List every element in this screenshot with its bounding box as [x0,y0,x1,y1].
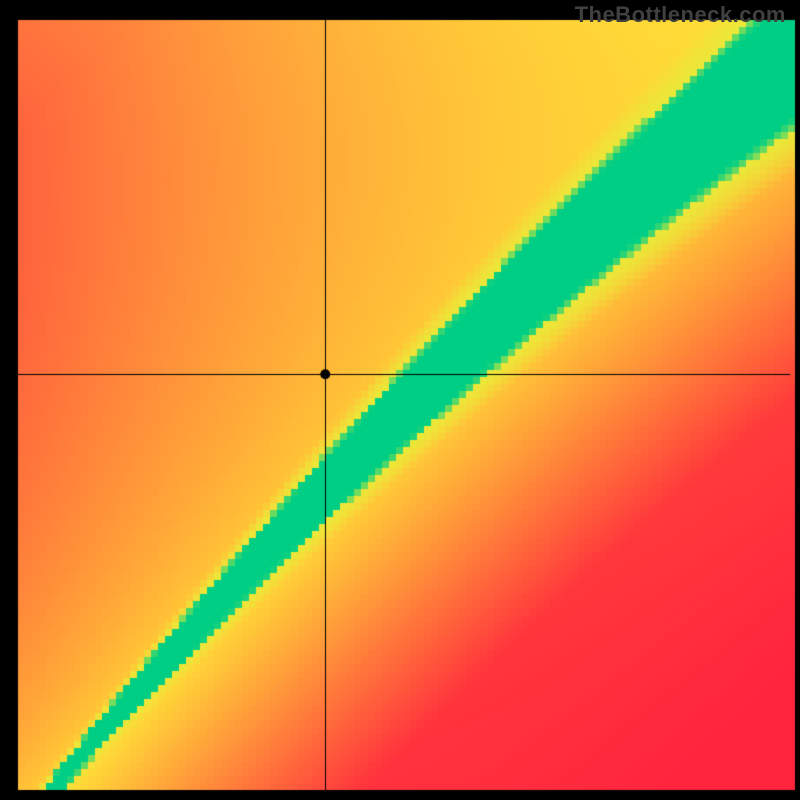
chart-container: TheBottleneck.com [0,0,800,800]
bottleneck-heatmap [0,0,800,800]
watermark-text: TheBottleneck.com [575,2,786,28]
